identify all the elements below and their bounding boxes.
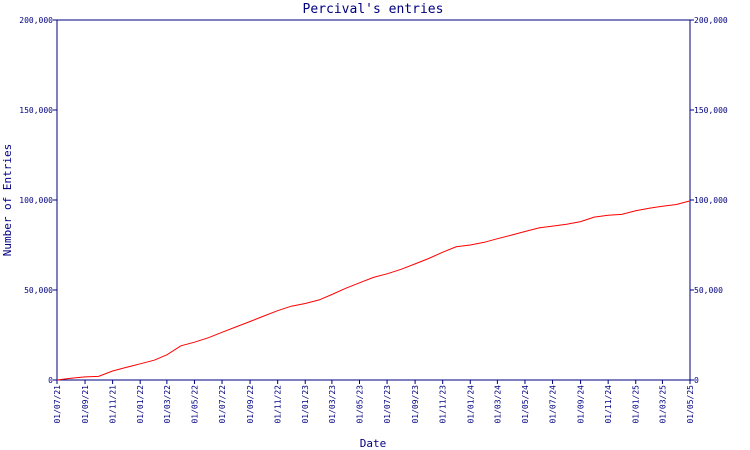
- plot-frame: [56, 19, 691, 381]
- x-tick-label: 01/01/23: [301, 385, 310, 424]
- x-tick-label: 01/11/24: [604, 385, 613, 424]
- x-tick-label: 01/05/25: [686, 385, 695, 424]
- x-tick-label: 01/11/21: [109, 385, 118, 424]
- y-tick-label-left: 100,000: [19, 196, 53, 205]
- y-tick-label-left: 150,000: [19, 106, 53, 115]
- x-tick-label: 01/09/24: [577, 385, 586, 424]
- x-tick-label: 01/09/21: [81, 385, 90, 424]
- x-tick-label: 01/01/24: [466, 385, 475, 424]
- y-tick-label-right: 150,000: [694, 106, 728, 115]
- y-axis-right: 0 50,000 100,000 150,000 200,000: [690, 16, 728, 385]
- x-tick-label: 01/03/25: [658, 385, 667, 424]
- y-tick-label-right: 100,000: [694, 196, 728, 205]
- x-tick-label: 01/01/25: [632, 385, 641, 424]
- chart-title: Percival's entries: [303, 2, 444, 17]
- x-tick-label: 01/07/22: [218, 385, 227, 424]
- series-line: [56, 200, 691, 381]
- x-tick-label: 01/07/24: [549, 385, 558, 424]
- y-tick-label-right: 200,000: [694, 16, 728, 25]
- y-tick-label-left: 50,000: [24, 286, 53, 295]
- x-tick-label: 01/05/22: [190, 385, 199, 424]
- x-tick-label: 01/07/23: [383, 385, 392, 424]
- y-tick-label-right: 50,000: [694, 286, 723, 295]
- x-tick-label: 01/05/23: [355, 385, 364, 424]
- x-tick-label: 01/11/23: [439, 385, 448, 424]
- x-tick-label: 01/07/21: [53, 385, 62, 424]
- x-tick-label: 01/11/22: [274, 385, 283, 424]
- x-axis-label: Date: [360, 437, 387, 450]
- y-axis-left: 0 50,000 100,000 150,000 200,000: [19, 16, 57, 385]
- series-group: [56, 200, 691, 381]
- x-tick-label: 01/03/23: [328, 385, 337, 424]
- x-tick-label: 01/03/22: [163, 385, 172, 424]
- y-tick-label-left: 200,000: [19, 16, 53, 25]
- x-tick-label: 01/09/22: [246, 385, 255, 424]
- x-tick-label: 01/05/24: [521, 385, 530, 424]
- x-tick-label: 01/01/22: [136, 385, 145, 424]
- x-axis: 01/07/21 01/09/21 01/11/21 01/01/22 01/03/22…: [53, 380, 695, 424]
- y-tick-label-right: 0: [694, 376, 699, 385]
- y-tick-label-left: 0: [48, 376, 53, 385]
- y-axis-label: Number of Entries: [1, 144, 14, 257]
- x-tick-label: 01/03/24: [493, 385, 502, 424]
- x-tick-label: 01/09/23: [411, 385, 420, 424]
